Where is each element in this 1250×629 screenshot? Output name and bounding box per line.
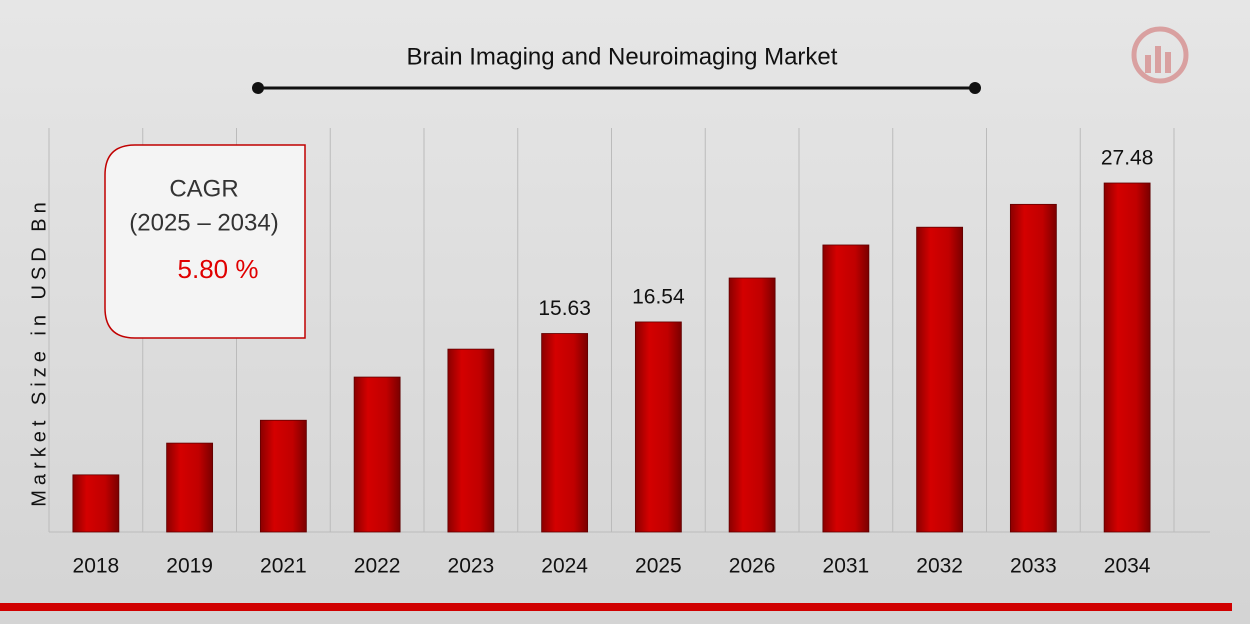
x-tick-label: 2018 xyxy=(73,555,120,578)
bar xyxy=(541,333,589,533)
logo xyxy=(1131,26,1189,84)
grid xyxy=(48,128,1175,532)
footer-bar xyxy=(0,603,1232,611)
x-tick-label: 2025 xyxy=(635,555,682,578)
x-tick-label: 2024 xyxy=(541,555,588,578)
x-tick-label: 2022 xyxy=(354,555,401,578)
x-tick-label: 2026 xyxy=(729,555,776,578)
bar xyxy=(166,442,214,533)
bar xyxy=(72,474,120,533)
data-label: 27.48 xyxy=(1101,147,1154,170)
y-axis-label: Market Size in USD Bn xyxy=(28,197,50,507)
bar xyxy=(916,226,964,533)
bar xyxy=(1009,203,1057,533)
bar xyxy=(728,277,776,533)
bar xyxy=(822,244,870,533)
x-tick-label: 2032 xyxy=(916,555,963,578)
title-rule-dot xyxy=(969,82,981,94)
bar xyxy=(259,419,307,533)
bar xyxy=(1103,182,1151,533)
data-label: 16.54 xyxy=(632,285,685,308)
x-tick-label: 2023 xyxy=(448,555,495,578)
cagr-box: CAGR (2025 – 2034) 5.80 % xyxy=(104,144,306,339)
x-tick-label: 2021 xyxy=(260,555,307,578)
data-label: 15.63 xyxy=(538,297,591,320)
title-rule-dot xyxy=(252,82,264,94)
cagr-title: CAGR xyxy=(169,175,238,202)
cagr-period: (2025 – 2034) xyxy=(129,209,278,236)
cagr-value: 5.80 % xyxy=(178,254,259,284)
x-tick-label: 2019 xyxy=(166,555,213,578)
bar xyxy=(447,348,495,533)
bar xyxy=(634,321,682,533)
x-tick-label: 2034 xyxy=(1104,555,1151,578)
bar xyxy=(353,376,401,533)
x-tick-label: 2031 xyxy=(823,555,870,578)
x-tick-label: 2033 xyxy=(1010,555,1057,578)
chart-title: Brain Imaging and Neuroimaging Market xyxy=(407,43,838,70)
cagr-frame xyxy=(104,144,306,339)
